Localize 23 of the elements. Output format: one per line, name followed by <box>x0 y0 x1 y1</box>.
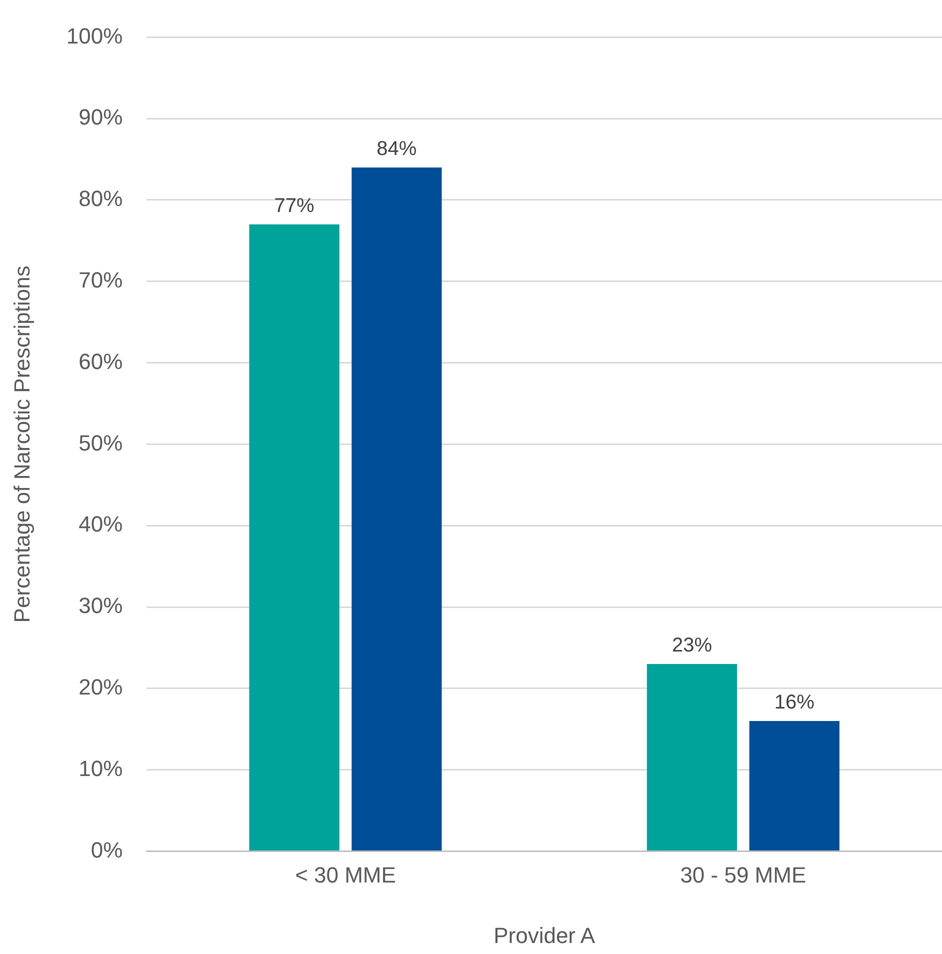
bar <box>749 720 840 850</box>
y-axis-title: Percentage of Narcotic Prescriptions <box>9 266 34 623</box>
bar <box>352 167 442 850</box>
y-tick-label: 0% <box>90 837 123 862</box>
y-tick-label: 30% <box>78 593 123 618</box>
y-tick-label: 100% <box>66 23 123 48</box>
y-tick-label: 80% <box>78 186 123 212</box>
bar <box>646 664 738 850</box>
data-label: 77% <box>274 194 315 217</box>
y-tick-label: 40% <box>78 512 123 537</box>
y-tick-label: 90% <box>78 104 123 130</box>
data-label: 84% <box>376 138 417 160</box>
y-tick-label: 70% <box>78 267 123 292</box>
y-tick-label: 50% <box>78 430 123 456</box>
y-tick-label: 20% <box>78 674 123 700</box>
y-tick-label: 10% <box>78 756 123 781</box>
data-label: 23% <box>672 634 712 656</box>
x-axis-title: Provider A <box>494 922 596 948</box>
bar <box>249 224 340 850</box>
x-tick-label: 30 - 59 MME <box>680 862 806 888</box>
data-label: 16% <box>774 691 815 714</box>
y-tick-label: 60% <box>78 348 123 374</box>
x-tick-label: < 30 MME <box>295 862 396 888</box>
